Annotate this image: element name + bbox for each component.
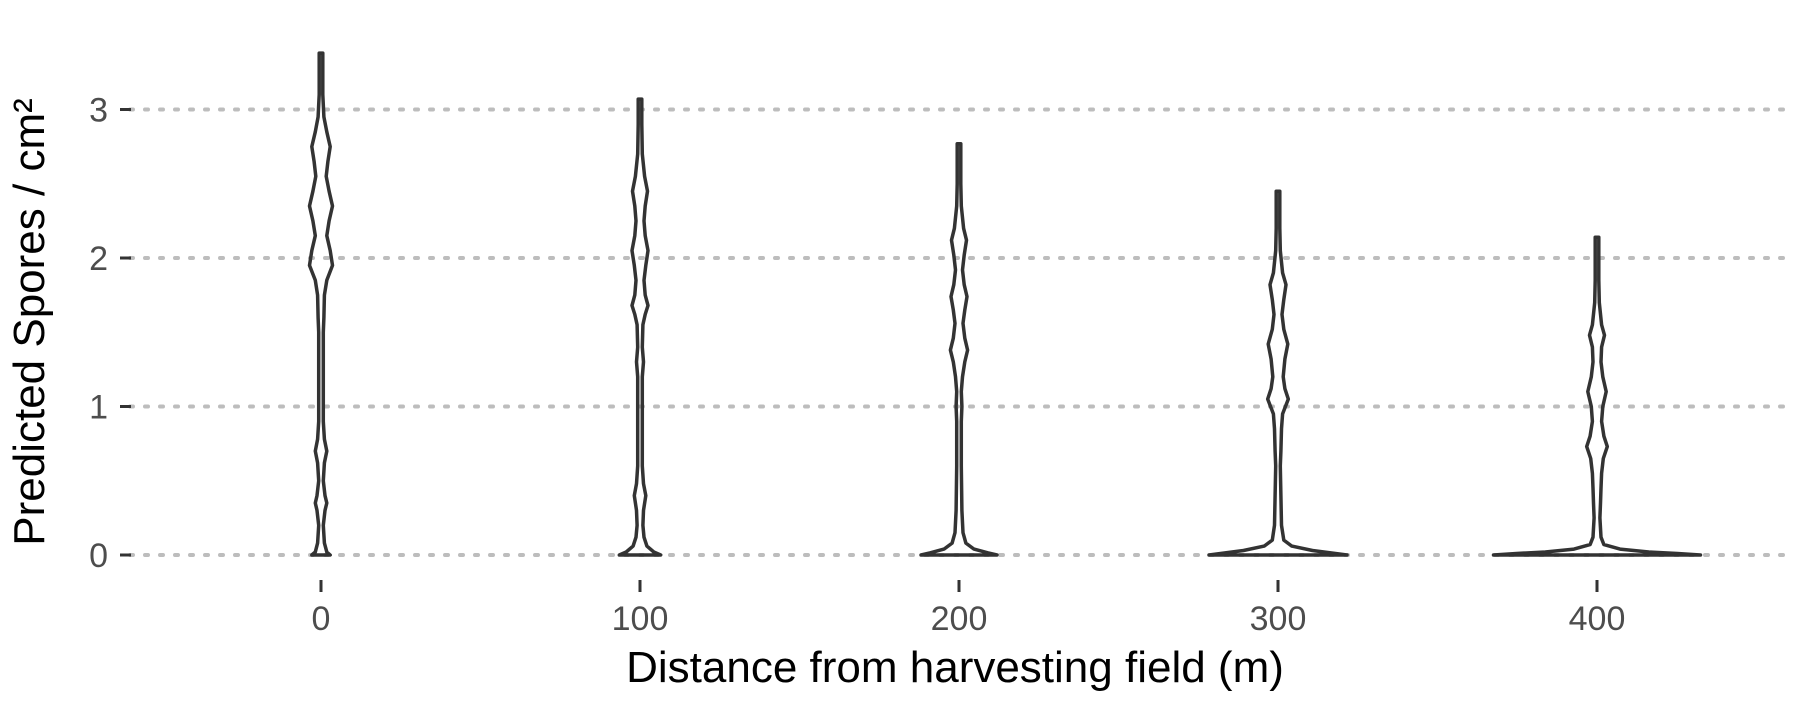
- y-tick-label: 0: [89, 537, 108, 575]
- violin-0: [307, 51, 335, 557]
- violin-200: [919, 141, 999, 557]
- y-tick-label: 2: [89, 240, 108, 278]
- x-tick-label: 200: [931, 600, 988, 638]
- x-tick-label: 300: [1250, 600, 1307, 638]
- y-tick-label: 1: [89, 389, 108, 427]
- violin-100: [617, 97, 663, 557]
- violin-layer: [307, 51, 1703, 557]
- x-tick-label: 0: [312, 600, 331, 638]
- y-axis-title: Predicted Spores / cm²: [5, 98, 54, 546]
- x-axis-title: Distance from harvesting field (m): [626, 643, 1284, 692]
- label-layer: 0 1 2 3 0 100 200 300 400: [89, 92, 1625, 639]
- y-tick-label: 3: [89, 92, 108, 130]
- violin-400: [1491, 235, 1703, 557]
- violin-300: [1207, 189, 1349, 557]
- x-tick-label: 100: [612, 600, 669, 638]
- x-tick-label: 400: [1569, 600, 1626, 638]
- tick-layer: [120, 108, 1599, 592]
